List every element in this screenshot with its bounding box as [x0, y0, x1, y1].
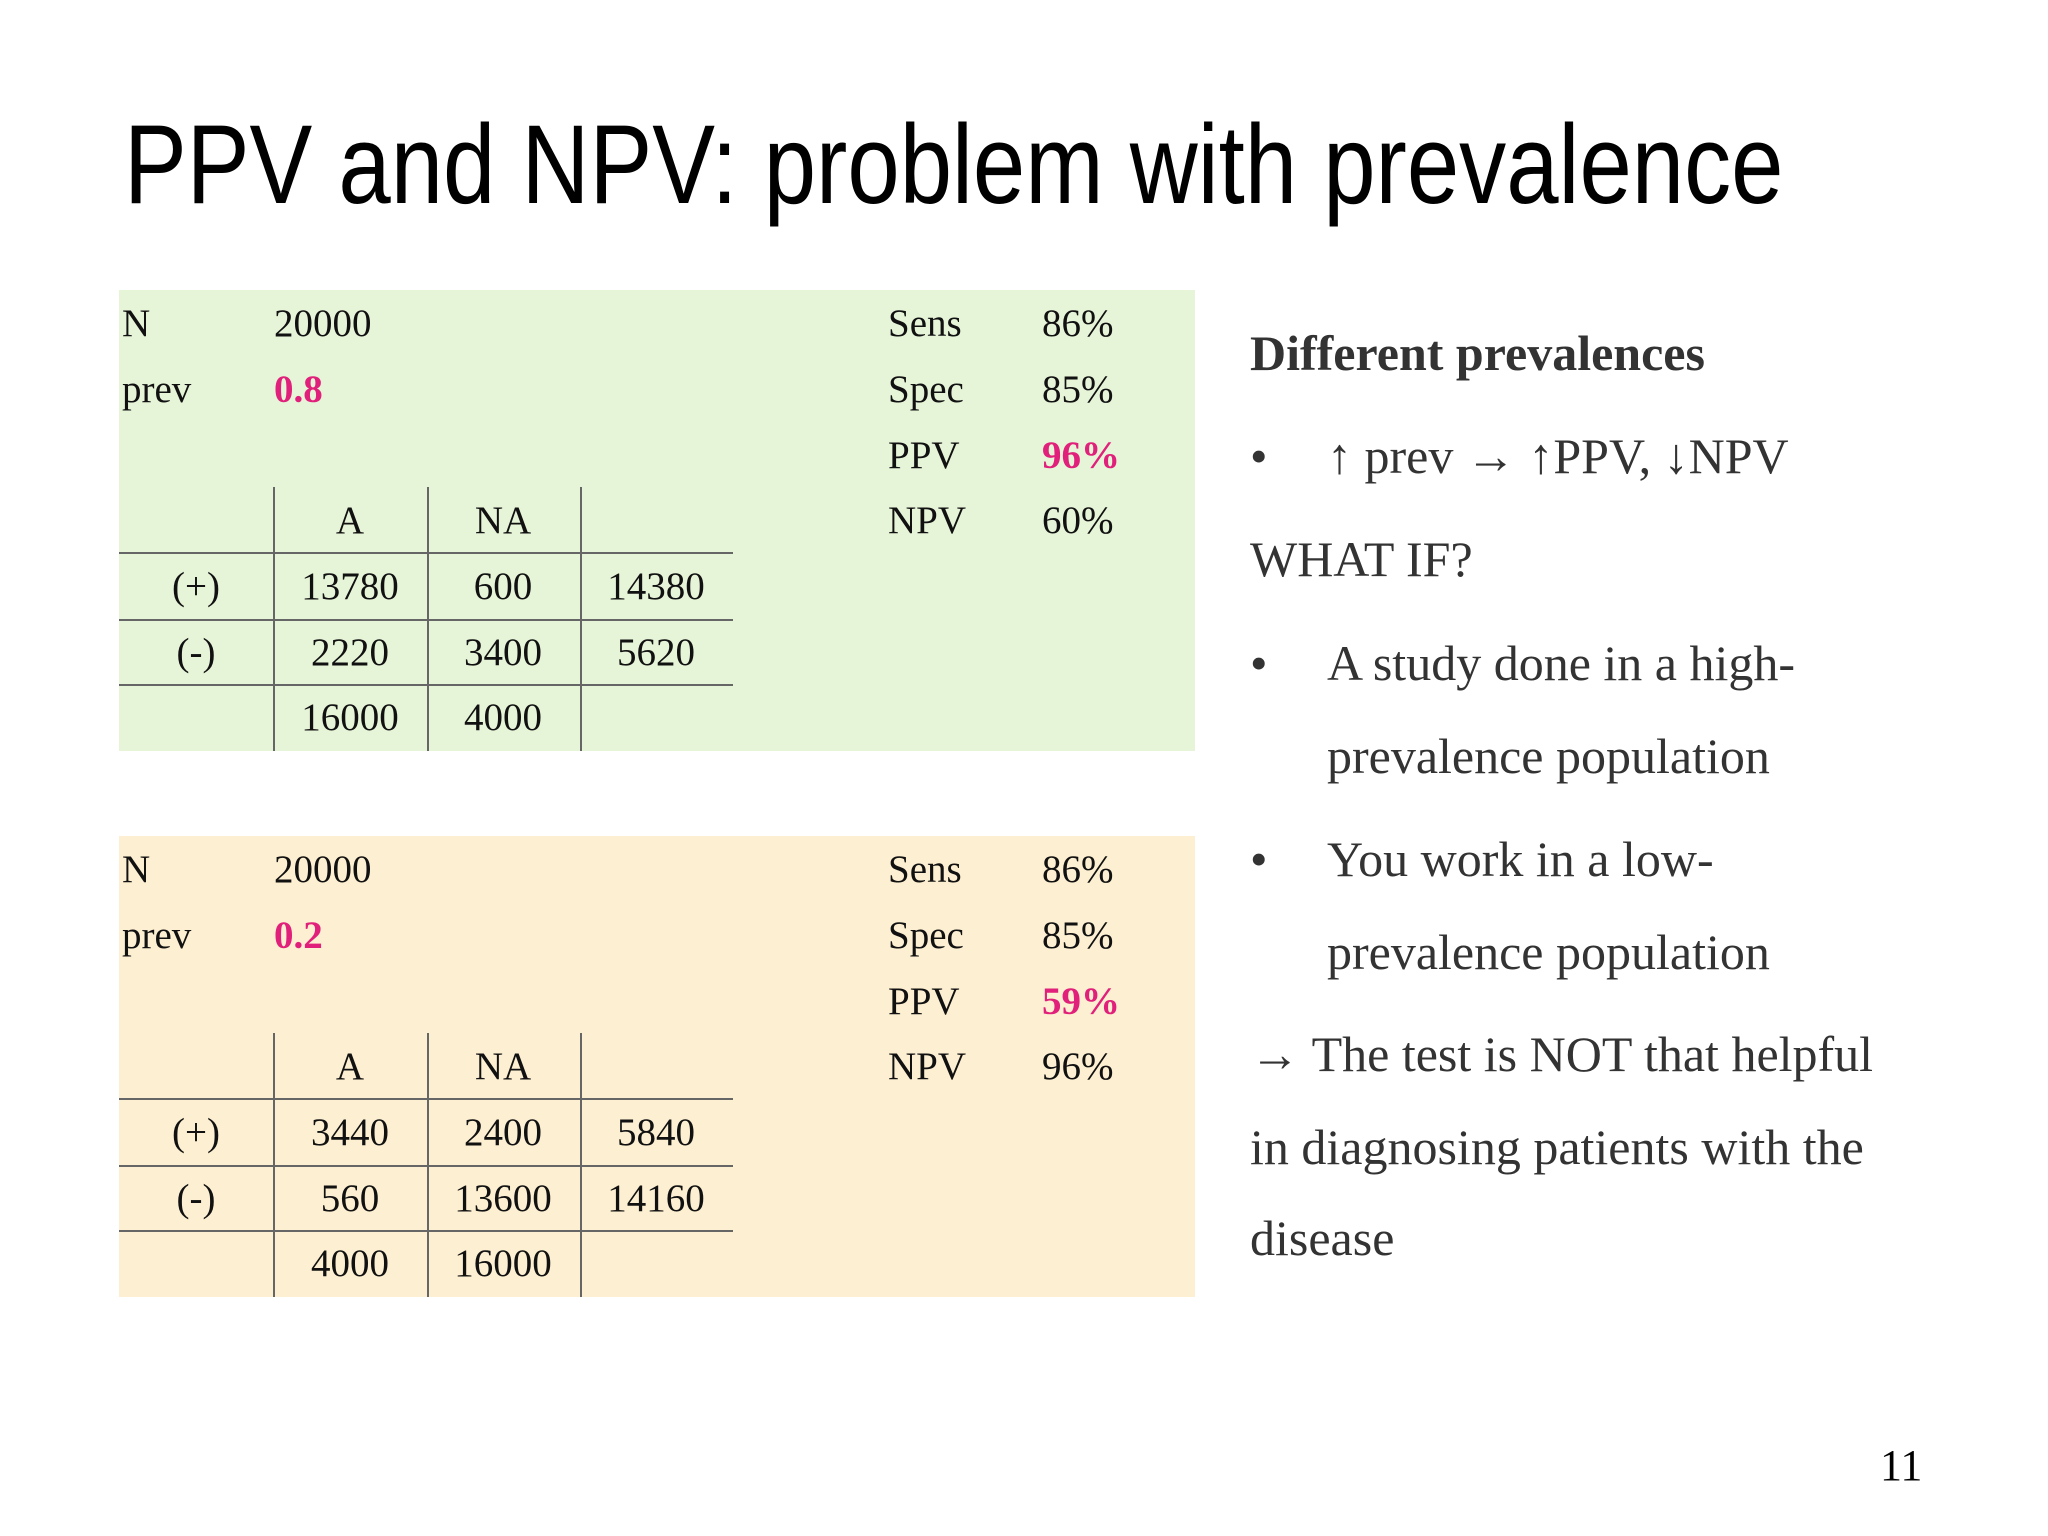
calc-panel: N 20000 prev 0.8 Sens 86% Spec 85% PPV 96% NPV 60% A… [119, 290, 1195, 751]
text-line: prevalence population [1327, 924, 1770, 980]
table-total: 16000 [454, 1242, 552, 1285]
table-cell: 13780 [301, 565, 399, 608]
stat-value: 96% [1042, 434, 1120, 477]
table-rule [119, 684, 733, 686]
table-cell: (+) [172, 565, 220, 608]
stat-value: 86% [1042, 848, 1114, 891]
stat-label: Sens [888, 848, 962, 891]
table-cell: 600 [473, 565, 533, 608]
table-cell: 14160 [607, 1177, 705, 1220]
table-cell: 560 [320, 1177, 380, 1220]
text-line: WHAT IF? [1250, 531, 1473, 587]
calc-panel: N 20000 prev 0.2 Sens 86% Spec 85% PPV 59% NPV 96% A… [119, 836, 1195, 1297]
stat-label: Spec [888, 914, 964, 957]
table-rule [119, 619, 733, 621]
value: 20000 [274, 302, 372, 345]
table-rule [119, 1230, 733, 1232]
table-total: 4000 [311, 1242, 389, 1285]
stat-value: 59% [1042, 980, 1120, 1023]
table-cell: 3400 [464, 631, 542, 674]
label: N [122, 848, 151, 891]
stat-label: NPV [888, 1045, 967, 1088]
table-header: NA [474, 499, 532, 542]
text-line: ↑ prev → ↑PPV, ↓NPV [1327, 428, 1789, 484]
stat-label: NPV [888, 499, 967, 542]
bullet: • [1250, 635, 1268, 691]
label: prev [122, 914, 192, 957]
table-cell: 5620 [617, 631, 695, 674]
text-line: You work in a low- [1327, 831, 1714, 887]
stat-label: Spec [888, 368, 964, 411]
bullet: • [1250, 428, 1268, 484]
stat-value: 60% [1042, 499, 1114, 542]
stat-label: PPV [888, 980, 960, 1023]
stat-value: 85% [1042, 914, 1114, 957]
table-total: 16000 [301, 696, 399, 739]
prevalence-value: 0.8 [274, 368, 323, 411]
value: 20000 [274, 848, 372, 891]
table-cell: 5840 [617, 1111, 695, 1154]
stat-label: PPV [888, 434, 960, 477]
slide-title: PPV and NPV: problem with prevalence [124, 102, 1784, 227]
label: prev [122, 368, 192, 411]
table-cell: 2220 [311, 631, 389, 674]
page-number: 11 [1880, 1441, 1923, 1490]
stat-value: 96% [1042, 1045, 1114, 1088]
table-cell: (+) [172, 1111, 220, 1154]
table-cell: (-) [176, 1177, 216, 1220]
text-line: in diagnosing patients with the [1250, 1119, 1864, 1175]
table-rule [119, 552, 733, 554]
table-cell: 13600 [454, 1177, 552, 1220]
table-cell: 2400 [464, 1111, 542, 1154]
label: N [122, 302, 151, 345]
stat-label: Sens [888, 302, 962, 345]
table-rule [119, 1165, 733, 1167]
text-line: → The test is NOT that helpful [1250, 1026, 1874, 1082]
text-line: disease [1250, 1210, 1395, 1266]
table-cell: 14380 [607, 565, 705, 608]
table-rule [119, 1098, 733, 1100]
table-cell: 3440 [311, 1111, 389, 1154]
bullet: • [1250, 831, 1268, 887]
stat-value: 86% [1042, 302, 1114, 345]
table-header: NA [474, 1045, 532, 1088]
text-line: prevalence population [1327, 728, 1770, 784]
table-cell: (-) [176, 631, 216, 674]
text-line: A study done in a high- [1327, 635, 1796, 691]
prevalence-value: 0.2 [274, 914, 323, 957]
stat-value: 85% [1042, 368, 1114, 411]
table-header: A [335, 1045, 365, 1088]
text-line: Different prevalences [1250, 325, 1705, 381]
table-header: A [335, 499, 365, 542]
table-total: 4000 [464, 696, 542, 739]
